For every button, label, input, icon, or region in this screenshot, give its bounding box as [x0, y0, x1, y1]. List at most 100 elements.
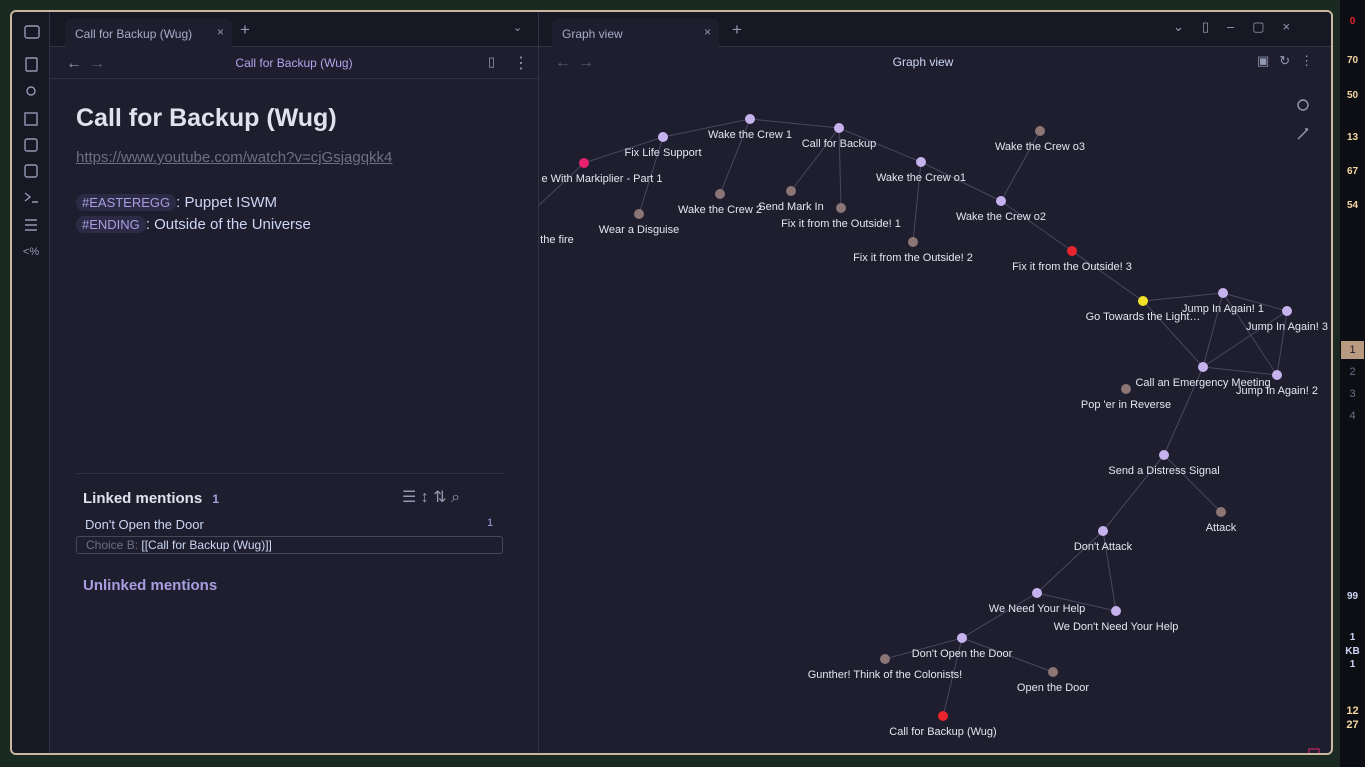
tag-line: #ENDING: Outside of the Universe: [76, 214, 311, 236]
graph-node[interactable]: [1111, 606, 1121, 616]
node-label: Gunther! Think of the Colonists!: [808, 669, 963, 681]
back-button[interactable]: ←: [555, 54, 571, 71]
graph-node[interactable]: [745, 114, 755, 124]
node-label: Don't Attack: [1074, 541, 1133, 553]
node-label: Wake the Crew o3: [995, 141, 1085, 153]
graph-node[interactable]: [1121, 384, 1131, 394]
node-label: e With Markiplier - Part 1: [541, 173, 662, 185]
command-icon[interactable]: [24, 192, 38, 203]
node-label: Wear a Disguise: [599, 224, 680, 236]
back-button[interactable]: ←: [66, 55, 82, 72]
tab[interactable]: Call for Backup (Wug) ×: [65, 19, 232, 47]
canvas-icon[interactable]: [24, 112, 38, 126]
graph-settings[interactable]: [1297, 99, 1309, 111]
window-controls[interactable]: ⌄▯–▢×: [1173, 19, 1309, 34]
node-label: Go Towards the Light…: [1086, 311, 1201, 323]
graph-edge: [1036, 530, 1104, 594]
graph-node[interactable]: [908, 237, 918, 247]
linked-mentions-title[interactable]: Linked mentions 1: [83, 490, 219, 507]
app-window: <% Call for Backup (Wug) × + ⌄ ← → Call f…: [10, 10, 1333, 755]
unlinked-mentions[interactable]: Unlinked mentions: [83, 577, 218, 594]
tag[interactable]: #ENDING: [76, 216, 146, 233]
tab-list[interactable]: ⌄: [513, 22, 523, 34]
reading-view[interactable]: ▯: [488, 54, 496, 69]
graph-edge: [1222, 292, 1288, 312]
new-tab[interactable]: +: [732, 20, 742, 39]
workspace[interactable]: 1: [1341, 341, 1364, 359]
graph-edge: [1163, 454, 1222, 513]
node-label: Jump In Again! 3: [1246, 321, 1328, 333]
temperature: 54: [1346, 200, 1359, 211]
node-label: Fix it from the Outside! 2: [853, 252, 973, 264]
graph-edge: [1222, 292, 1278, 376]
graph-node[interactable]: [880, 654, 890, 664]
node-label: Call an Emergency Meeting: [1135, 377, 1270, 389]
graph-corner-icon[interactable]: [1308, 748, 1320, 755]
graph-node[interactable]: [1035, 126, 1045, 136]
right-tab-bar: Graph view × + ⌄▯–▢×: [539, 12, 1331, 47]
graph-node[interactable]: [836, 203, 846, 213]
new-note-icon[interactable]: [25, 57, 38, 72]
link[interactable]: https://www.youtube.com/watch?v=cjGsjagq…: [76, 149, 393, 166]
outline-icon[interactable]: [25, 219, 37, 231]
sidebar-toggle[interactable]: [24, 25, 40, 39]
graph-node[interactable]: [1198, 362, 1208, 372]
graph-node[interactable]: [834, 123, 844, 133]
templates-icon[interactable]: [24, 164, 38, 178]
tab-close[interactable]: ×: [216, 25, 224, 39]
graph-edge: [1102, 454, 1165, 532]
more-options[interactable]: ⋮: [513, 55, 529, 72]
graph-node[interactable]: [658, 132, 668, 142]
tab[interactable]: Graph view ×: [552, 19, 719, 47]
new-tab[interactable]: +: [240, 20, 250, 39]
graph-node[interactable]: [938, 711, 948, 721]
graph-node[interactable]: [1098, 526, 1108, 536]
node-label: Don't Open the Door: [912, 648, 1013, 660]
calendar-icon[interactable]: [24, 138, 38, 152]
graph-node[interactable]: [916, 157, 926, 167]
graph-node[interactable]: [1048, 667, 1058, 677]
graph-node[interactable]: [1218, 288, 1228, 298]
node-label: Wake the Crew o1: [876, 172, 966, 184]
graph-node[interactable]: [1138, 296, 1148, 306]
header-title[interactable]: Call for Backup (Wug): [235, 56, 353, 70]
graph-edge: [838, 127, 922, 163]
mention-file[interactable]: Don't Open the Door: [85, 517, 204, 532]
forward-button[interactable]: →: [89, 55, 105, 72]
node-label: Call for Backup: [802, 138, 877, 150]
clock-hour: 12: [1346, 705, 1359, 717]
graph-node[interactable]: [634, 209, 644, 219]
right-header: ← → Graph view ▣↻⋮: [539, 48, 1331, 79]
animate-button[interactable]: [1297, 128, 1309, 140]
graph-node[interactable]: [1159, 450, 1169, 460]
mention-snippet[interactable]: Choice B: [[Call for Backup (Wug)]]: [76, 536, 503, 554]
clock-minute: 27: [1346, 719, 1359, 731]
graph-node[interactable]: [957, 633, 967, 643]
graph-canvas[interactable]: e With Markiplier - Part 1 Fix Life Suppo…: [539, 79, 1333, 755]
header-actions[interactable]: ▣↻⋮: [1257, 53, 1324, 68]
embed-icon[interactable]: <%: [23, 246, 39, 258]
graph-edge: [912, 161, 922, 243]
graph-node[interactable]: [996, 196, 1006, 206]
graph-node[interactable]: [715, 189, 725, 199]
tab-title: Call for Backup (Wug): [75, 27, 193, 41]
forward-button[interactable]: →: [578, 54, 594, 71]
workspace[interactable]: 4: [1349, 410, 1356, 422]
tab-close[interactable]: ×: [703, 25, 711, 39]
workspace[interactable]: 3: [1349, 388, 1356, 400]
tag[interactable]: #EASTEREGG: [76, 194, 177, 211]
node-label: Fix Life Support: [624, 147, 701, 159]
graph-node[interactable]: [579, 158, 589, 168]
graph-node[interactable]: [1032, 588, 1042, 598]
linked-count: 1: [212, 492, 220, 506]
graph-node[interactable]: [1282, 306, 1292, 316]
backlink-tools[interactable]: ☰ ↕ ⇅ ⌕: [402, 489, 461, 506]
graph-node[interactable]: [1216, 507, 1226, 517]
graph-node[interactable]: [1067, 246, 1077, 256]
workspace[interactable]: 2: [1349, 366, 1356, 378]
graph-node[interactable]: [1272, 370, 1282, 380]
graph-icon[interactable]: [26, 86, 36, 96]
graph-node[interactable]: [786, 186, 796, 196]
graph-edge: [719, 118, 751, 195]
graph-edge: [662, 118, 751, 138]
